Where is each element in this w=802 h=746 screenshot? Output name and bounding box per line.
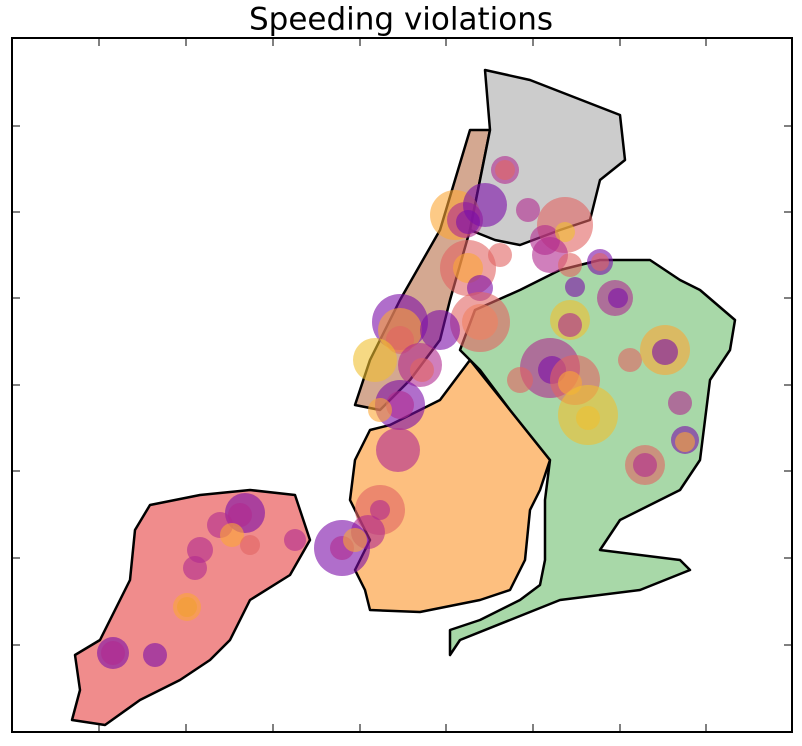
bubble — [591, 253, 609, 271]
bubble — [368, 398, 392, 422]
bubble — [652, 339, 678, 365]
frame-ticks — [12, 38, 792, 732]
bubble — [453, 253, 483, 283]
bubble — [565, 277, 585, 297]
bubble — [101, 641, 125, 665]
bubble — [376, 428, 420, 472]
bubble — [386, 391, 414, 419]
bubble — [507, 367, 533, 393]
bubble — [668, 391, 692, 415]
bubble — [183, 556, 207, 580]
bubble — [143, 643, 167, 667]
violation-bubbles — [97, 156, 699, 669]
bubble — [240, 535, 260, 555]
bubble — [608, 288, 628, 308]
bubble — [558, 313, 582, 337]
bubble — [177, 597, 197, 617]
bubble — [462, 304, 498, 340]
bubble — [410, 358, 434, 382]
bubble — [495, 160, 515, 180]
bubble — [618, 348, 642, 372]
bubble — [463, 183, 507, 227]
bubble — [353, 338, 397, 382]
bubble — [343, 528, 367, 552]
bubble — [516, 198, 540, 222]
bubble — [576, 406, 600, 430]
bubble — [284, 529, 306, 551]
bubble — [228, 503, 252, 527]
bubble — [558, 253, 582, 277]
bubble — [370, 500, 390, 520]
bubble — [386, 326, 414, 354]
bubble — [675, 432, 695, 452]
map-title: Speeding violations — [249, 2, 553, 38]
bubble — [633, 453, 657, 477]
bubble — [555, 222, 575, 242]
bubble — [220, 523, 244, 547]
bubble — [420, 310, 460, 350]
